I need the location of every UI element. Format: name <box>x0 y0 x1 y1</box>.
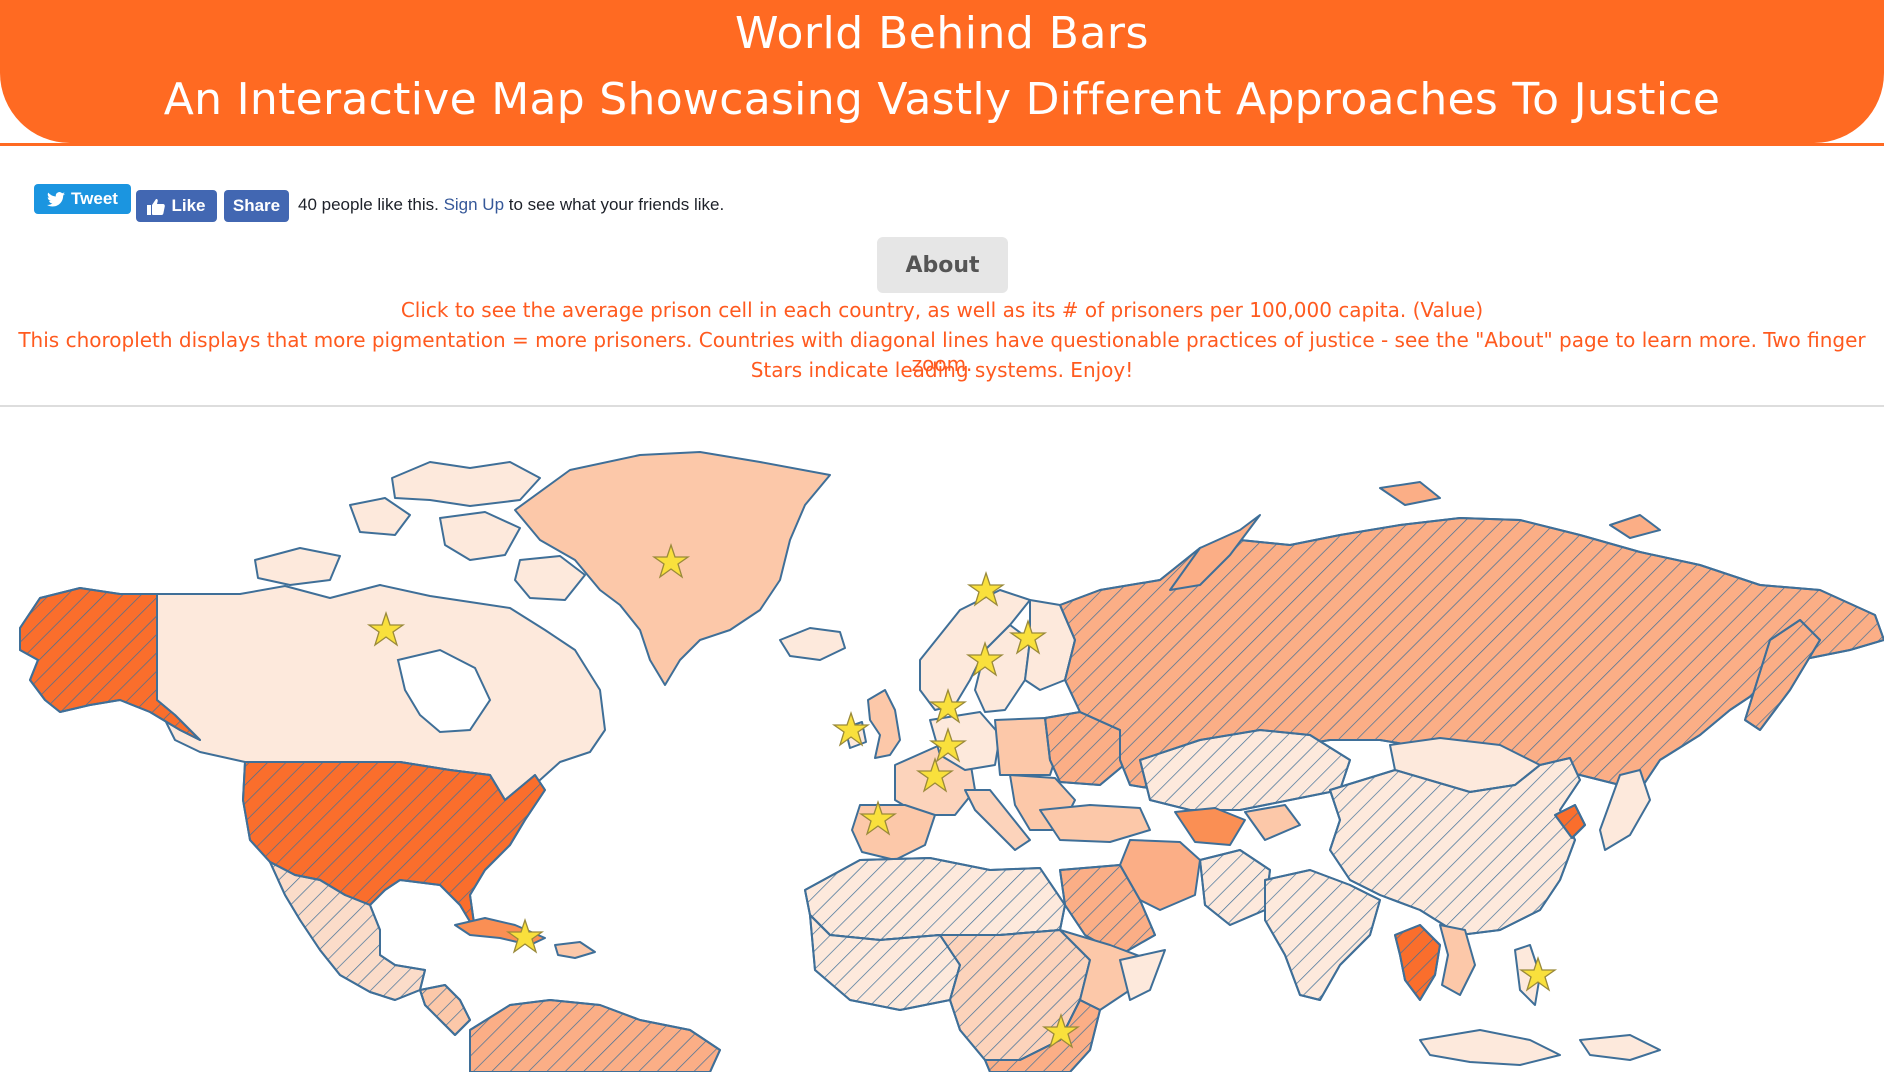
canada-arctic-islands[interactable] <box>391 461 541 507</box>
page-title: World Behind Bars <box>735 8 1149 59</box>
afghanistan-pakistan-hatch <box>1199 849 1271 926</box>
turkey[interactable] <box>1039 804 1151 843</box>
uzbekistan[interactable] <box>1244 804 1301 841</box>
star-norway[interactable] <box>966 570 1006 607</box>
central-america-hatch <box>419 984 471 1036</box>
page-header: World Behind Bars An Interactive Map Sho… <box>0 0 1884 143</box>
star-ireland[interactable] <box>831 710 871 747</box>
instructions-line-2: This choropleth displays that more pigme… <box>18 328 1866 376</box>
canada-arctic-islands-4[interactable] <box>439 511 521 561</box>
south-america-hatch <box>469 999 721 1072</box>
kamchatka-hatch <box>1744 619 1821 731</box>
saudi-arabia-hatch <box>1059 864 1156 956</box>
italy[interactable] <box>964 789 1031 851</box>
alaska-hatch <box>19 587 201 741</box>
north-africa-hatch <box>804 857 1066 941</box>
iceland[interactable] <box>779 627 846 661</box>
tweet-button[interactable]: Tweet <box>34 184 131 214</box>
star-canada[interactable] <box>366 610 406 647</box>
somalia[interactable] <box>1119 949 1166 1001</box>
content-divider <box>0 405 1884 407</box>
mexico-hatch <box>269 861 426 1001</box>
star-netherlands[interactable] <box>928 726 968 763</box>
signup-link[interactable]: Sign Up <box>443 195 505 214</box>
indonesia-east[interactable] <box>1579 1034 1661 1061</box>
vietnam-laos[interactable] <box>1439 924 1476 996</box>
header-divider <box>0 143 1884 146</box>
arctic-islands-far-east[interactable] <box>1609 514 1661 539</box>
star-rwanda[interactable] <box>1041 1012 1081 1049</box>
stars-layer <box>366 542 1558 1049</box>
star-greenland[interactable] <box>651 542 691 579</box>
twitter-bird-icon <box>47 191 66 207</box>
japan[interactable] <box>1599 769 1651 851</box>
instructions-line-1: Click to see the average prison cell in … <box>400 298 1484 322</box>
sweden[interactable] <box>974 624 1031 713</box>
canada-arctic-islands-2[interactable] <box>254 547 341 586</box>
arctic-islands-east[interactable] <box>1379 481 1441 506</box>
star-philippines[interactable] <box>1518 955 1558 992</box>
likes-suffix-text: to see what your friends like. <box>508 195 725 214</box>
tweet-label: Tweet <box>71 189 118 208</box>
share-label: Share <box>232 196 281 215</box>
star-switzerland[interactable] <box>915 756 955 793</box>
facebook-like-button[interactable]: Like <box>136 190 217 222</box>
north-korea-hatch <box>1554 804 1586 839</box>
india-hatch <box>1264 869 1381 1001</box>
star-denmark[interactable] <box>928 687 968 724</box>
hudson-bay <box>396 648 492 734</box>
canada-arctic-islands-3[interactable] <box>349 497 411 536</box>
canada[interactable] <box>156 584 606 801</box>
thumbs-up-icon <box>147 198 166 215</box>
facebook-likes-text: 40 people like this. Sign Up to see what… <box>298 195 724 215</box>
star-bahamas[interactable] <box>505 917 545 954</box>
china-hatch <box>1329 757 1581 936</box>
spain-portugal[interactable] <box>851 804 936 861</box>
southern-africa-hatch <box>984 999 1101 1072</box>
world-map[interactable] <box>0 408 1884 1072</box>
instructions-line-3: Stars indicate leading systems. Enjoy! <box>750 358 1134 382</box>
star-portugal[interactable] <box>858 799 898 836</box>
indonesia[interactable] <box>1419 1029 1561 1066</box>
hispaniola[interactable] <box>554 941 596 959</box>
thailand-hatch <box>1394 924 1441 1001</box>
facebook-share-button[interactable]: Share <box>224 190 289 222</box>
star-finland[interactable] <box>1008 618 1048 655</box>
turkmenistan[interactable] <box>1174 807 1246 846</box>
novaya-zemlya[interactable] <box>1169 514 1261 591</box>
united-kingdom[interactable] <box>867 689 901 759</box>
about-button[interactable]: About <box>877 237 1008 293</box>
star-sweden[interactable] <box>965 640 1005 677</box>
like-label: Like <box>171 196 206 215</box>
likes-count-text: 40 people like this. <box>298 195 439 214</box>
page-subtitle: An Interactive Map Showcasing Vastly Dif… <box>163 74 1721 125</box>
canada-arctic-islands-5[interactable] <box>514 555 586 601</box>
